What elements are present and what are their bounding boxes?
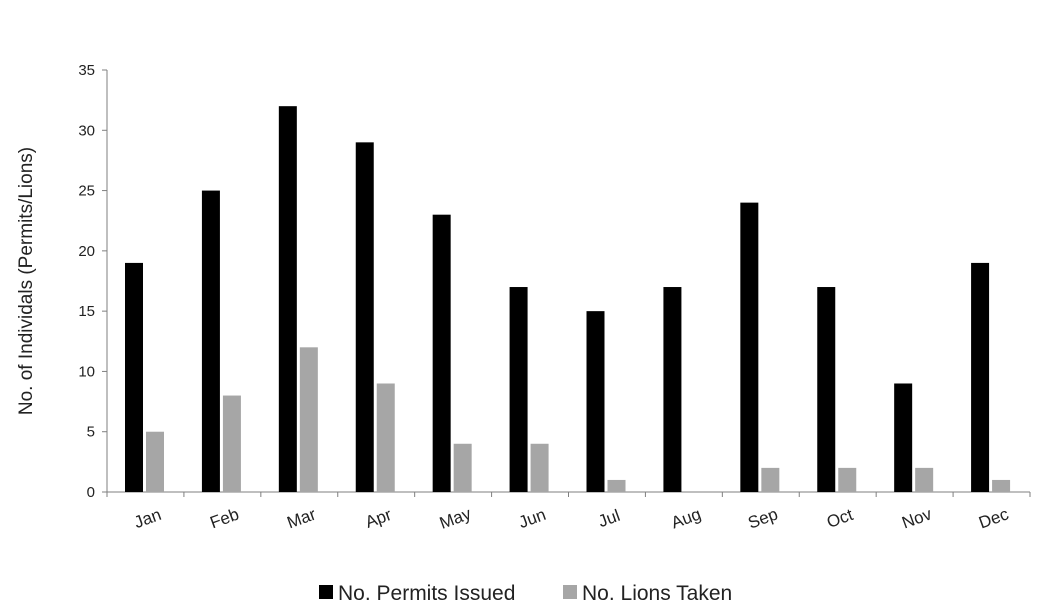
bar-permits-dec [971, 262, 990, 492]
legend: No. Permits Issued No. Lions Taken [319, 582, 732, 605]
bar-permits-aug [663, 287, 682, 492]
bar-permits-feb [201, 190, 220, 493]
x-tick-label-jun: Jun [516, 505, 548, 532]
bar-permits-mar [278, 106, 297, 493]
y-axis-title: No. of Individals (Permits/Lions) [16, 147, 37, 415]
x-tick-label-dec: Dec [976, 504, 1011, 532]
axes [106, 70, 1031, 497]
x-tick-label-jul: Jul [596, 506, 623, 531]
bar-permits-jun [509, 287, 528, 492]
bar-permits-sep [740, 202, 759, 492]
bar-permits-nov [894, 383, 913, 492]
y-tick-label: 10 [78, 363, 95, 380]
y-axis-ticks: 0 5 10 15 20 25 30 35 [78, 62, 107, 501]
legend-swatch-permits [319, 585, 333, 599]
bar-lions-mar [299, 347, 318, 492]
x-tick-label-apr: Apr [363, 505, 395, 532]
x-axis-labels: Jan Feb Mar Apr May Jun Jul Aug Sep Oct Nov Dec [131, 504, 1011, 533]
bar-lions-dec [992, 479, 1011, 492]
bar-lions-feb [222, 395, 241, 492]
bar-lions-sep [761, 467, 780, 492]
legend-label-lions: No. Lions Taken [582, 582, 732, 605]
bar-permits-apr [355, 142, 374, 493]
bar-lions-apr [376, 383, 395, 492]
x-tick-label-feb: Feb [208, 505, 242, 533]
bar-lions-may [453, 443, 472, 492]
bar-permits-jan [125, 262, 143, 492]
bar-lions-jun [530, 443, 549, 492]
bars [125, 106, 1011, 493]
y-tick-label: 0 [87, 484, 95, 501]
x-tick-label-jan: Jan [131, 505, 163, 532]
y-tick-label: 30 [78, 122, 95, 139]
x-tick-label-mar: Mar [284, 504, 318, 532]
bar-lions-jan [146, 431, 164, 492]
bar-lions-nov [915, 467, 934, 492]
y-tick-label: 5 [87, 424, 95, 441]
x-tick-label-may: May [437, 504, 474, 533]
bar-permits-jul [586, 311, 605, 492]
x-tick-label-oct: Oct [824, 505, 856, 532]
x-tick-label-aug: Aug [669, 504, 704, 532]
legend-swatch-lions [563, 585, 577, 599]
y-tick-label: 15 [78, 303, 95, 320]
x-tick-label-sep: Sep [746, 504, 781, 532]
bar-permits-may [432, 214, 451, 492]
x-tick-label-nov: Nov [899, 504, 934, 532]
bar-lions-oct [838, 467, 857, 492]
y-tick-label: 35 [78, 62, 95, 79]
y-tick-label: 20 [78, 243, 95, 260]
bar-permits-oct [817, 287, 836, 492]
y-tick-label: 25 [78, 183, 95, 200]
legend-label-permits: No. Permits Issued [338, 582, 515, 605]
bar-lions-jul [607, 479, 626, 492]
